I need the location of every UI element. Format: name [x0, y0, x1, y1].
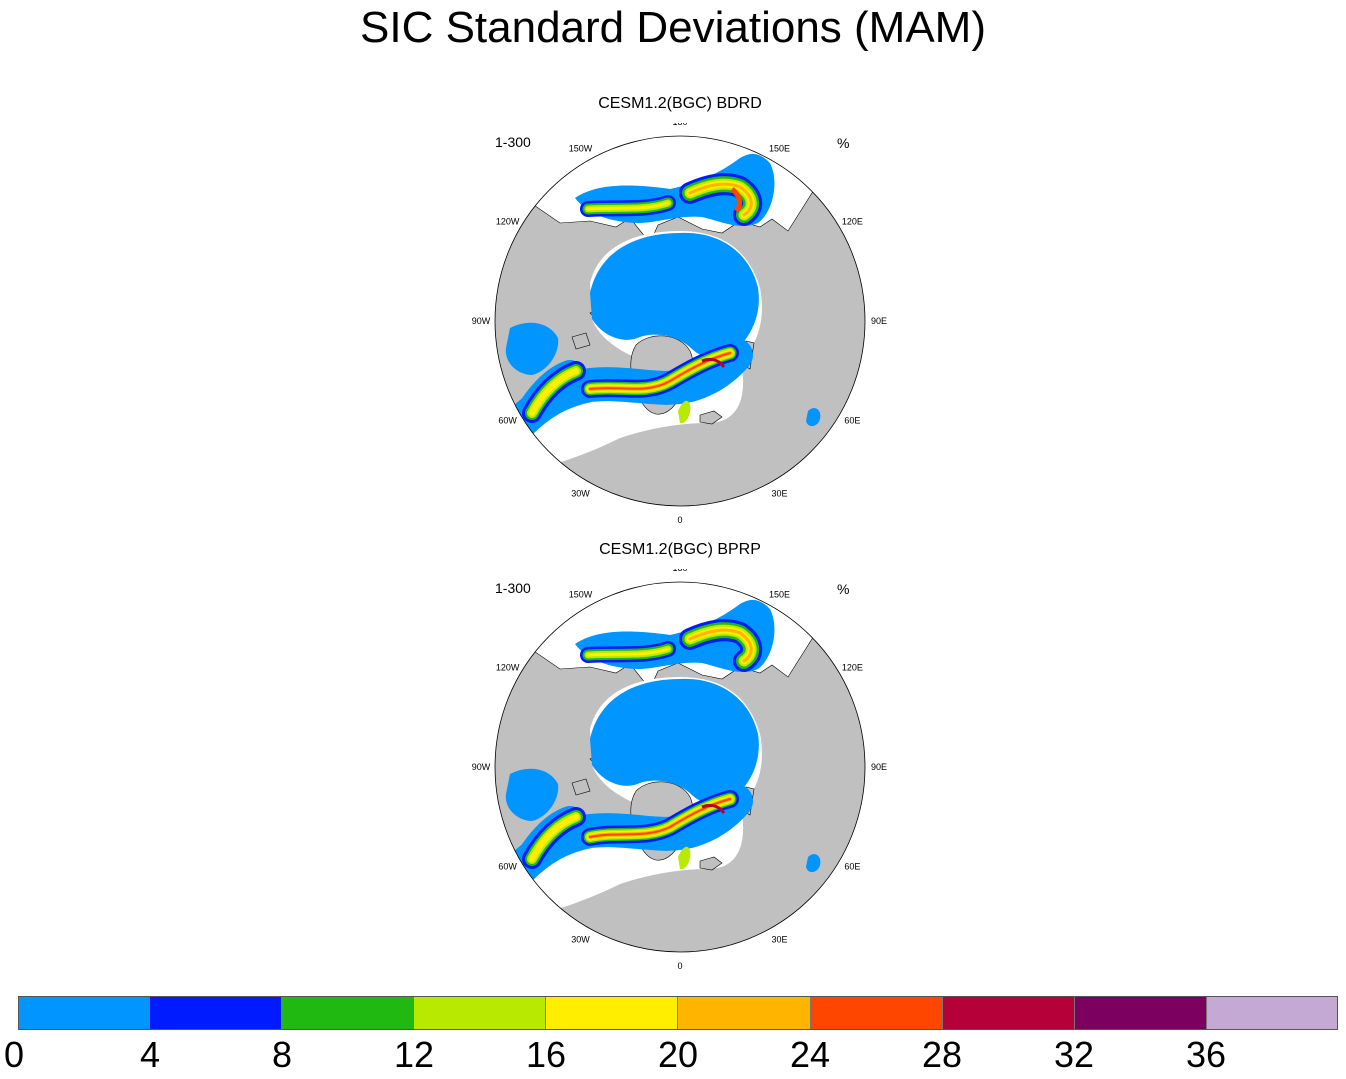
sic-okhotsk [688, 628, 753, 663]
polar-map: 180 150E 120E 90E 60E 30E 0 30W 60W 90W 120W 150W [472, 123, 887, 523]
map-content [495, 582, 865, 952]
map-boundary [494, 135, 866, 507]
longitude-label: 30E [771, 934, 787, 944]
panel-left-label: 1-300 [495, 134, 531, 150]
longitude-label: 60W [498, 416, 517, 426]
colorbar [18, 996, 1338, 1030]
sea-ice-caspian [806, 854, 821, 873]
map-boundary [494, 581, 866, 953]
panel-units-label: % [837, 581, 850, 597]
atlantic-ocean [500, 355, 744, 468]
colorbar-tick-label: 12 [393, 1034, 435, 1075]
longitude-label: 120W [496, 663, 520, 673]
sic-labrador [529, 814, 579, 862]
panel-units-label: % [837, 135, 850, 151]
colorbar-tick-label: 20 [657, 1034, 699, 1075]
colorbar-tick-label: 0 [4, 1034, 25, 1075]
colorbar-segment [1074, 996, 1207, 1030]
land-island [571, 778, 591, 796]
sic-labrador [529, 368, 579, 416]
longitude-label: 120E [842, 217, 863, 227]
colorbar-segment [282, 996, 415, 1030]
sic-okhotsk [688, 182, 753, 217]
sic-okhotsk-peak [730, 187, 742, 213]
sic-barents-peak [701, 357, 726, 368]
colorbar-tick-label: 24 [789, 1034, 831, 1075]
longitude-label: 30E [771, 488, 787, 498]
sea-ice-caspian [806, 408, 821, 427]
longitude-label: 0 [677, 961, 682, 969]
panel-bdrd: CESM1.2(BGC) BDRD 1-300 % 180 150E 120E 90E… [440, 93, 920, 523]
colorbar-segment [546, 996, 679, 1030]
land-island [571, 332, 591, 350]
colorbar-tick-label: 28 [921, 1034, 963, 1075]
colorbar-tick-label: 36 [1185, 1034, 1227, 1075]
panel-left-label: 1-300 [495, 580, 531, 596]
sea-ice-arctic [590, 678, 759, 804]
longitude-label: 150E [769, 590, 790, 600]
longitude-label: 90E [871, 316, 887, 326]
longitude-label: 150W [569, 144, 593, 154]
colorbar-segment [150, 996, 283, 1030]
colorbar-segment [942, 996, 1075, 1030]
figure-title: SIC Standard Deviations (MAM) [360, 3, 986, 52]
longitude-label: 150W [569, 590, 593, 600]
colorbar-tick-label: 8 [271, 1034, 293, 1075]
longitude-label: 90E [871, 762, 887, 772]
longitude-label: 180 [672, 123, 687, 127]
longitude-label: 30W [571, 488, 590, 498]
longitude-label: 180 [672, 569, 687, 573]
longitude-label: 90W [472, 316, 491, 326]
sic-barents-peak [701, 803, 726, 814]
sea-ice-arctic [590, 232, 759, 358]
sea-ice-hudson-bay [505, 768, 559, 821]
longitude-label: 90W [472, 762, 491, 772]
colorbar-segment [414, 996, 547, 1030]
sic-baltic [678, 400, 691, 424]
panel-title: CESM1.2(BGC) BPRP [599, 541, 761, 558]
colorbar-segment [1206, 996, 1338, 1030]
sic-bering [586, 201, 670, 211]
colorbar-segment [18, 996, 151, 1030]
colorbar-tick-label: 16 [525, 1034, 567, 1075]
sic-baltic [678, 846, 691, 870]
colorbar-segment [810, 996, 943, 1030]
land-iceland [699, 856, 723, 871]
longitude-label: 60E [844, 416, 860, 426]
longitude-label: 60E [844, 862, 860, 872]
polar-map: 180 150E 120E 90E 60E 30E 0 30W 60W 90W 120W 150W [472, 569, 887, 969]
longitude-label: 150E [769, 144, 790, 154]
sea-ice-hudson-bay [505, 322, 559, 375]
panel-title: CESM1.2(BGC) BDRD [598, 95, 762, 112]
longitude-label: 0 [677, 515, 682, 523]
colorbar-segment [678, 996, 811, 1030]
colorbar-tick-label: 4 [139, 1034, 161, 1075]
longitude-label: 30W [571, 934, 590, 944]
longitude-label: 60W [498, 862, 517, 872]
sic-bering [586, 647, 670, 657]
panel-bprp: CESM1.2(BGC) BPRP 1-300 % 180 150E 120E 90E… [440, 539, 920, 969]
land-iceland [699, 410, 723, 425]
longitude-label: 120W [496, 217, 520, 227]
longitude-label: 120E [842, 663, 863, 673]
map-content [495, 136, 865, 506]
atlantic-ocean [500, 801, 744, 914]
colorbar-tick-label: 32 [1053, 1034, 1095, 1075]
